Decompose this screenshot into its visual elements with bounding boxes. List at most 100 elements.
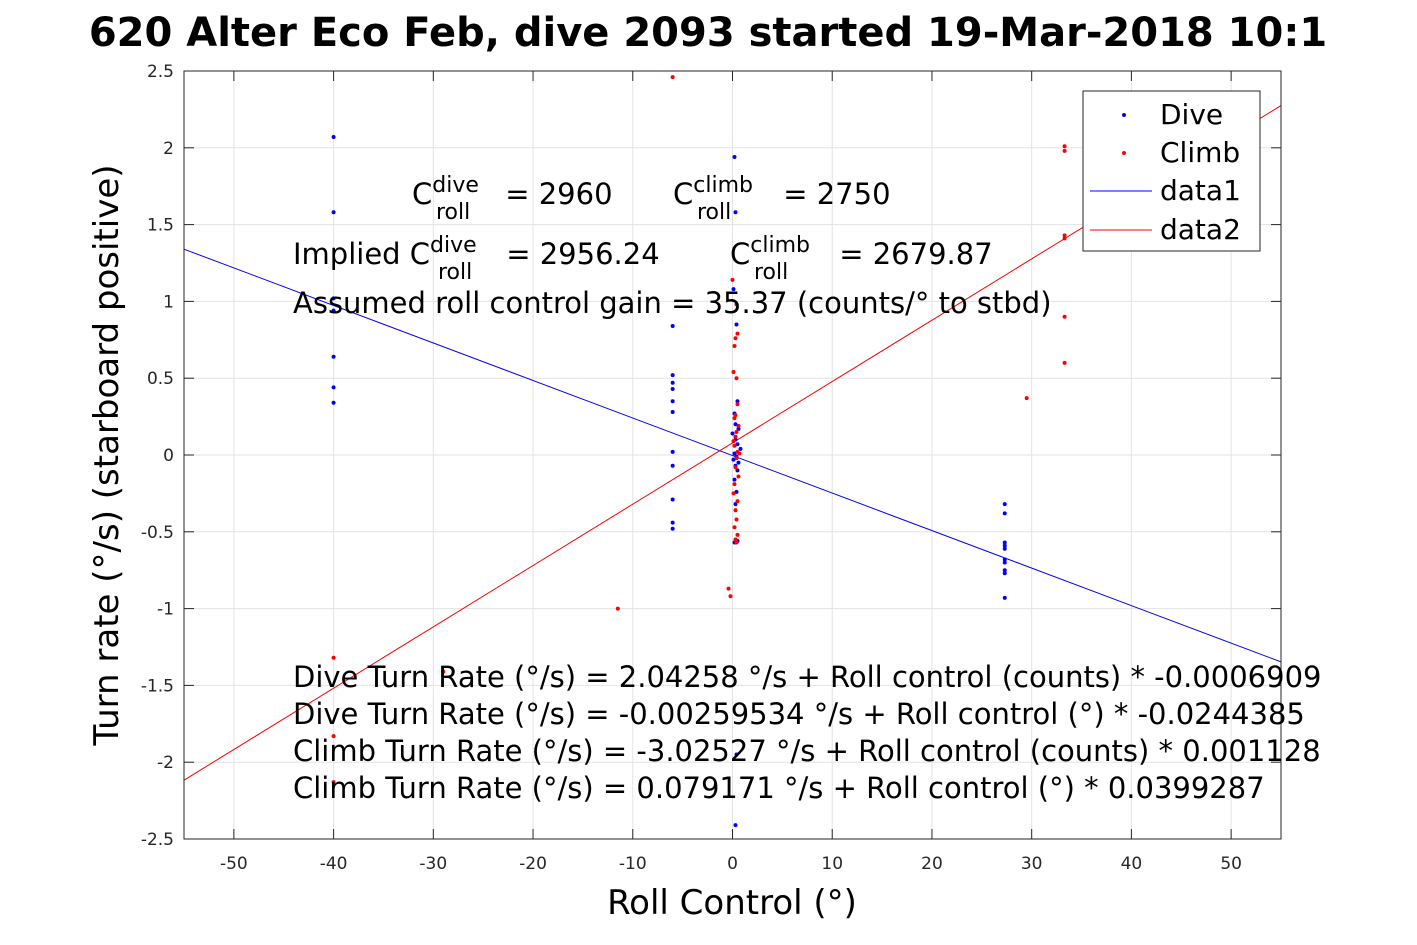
point-dive: [670, 386, 675, 391]
point-dive: [331, 308, 336, 313]
point-climb: [736, 474, 741, 479]
point-climb: [732, 443, 737, 448]
point-climb: [734, 540, 739, 545]
point-dive: [732, 155, 737, 160]
point-dive: [733, 823, 738, 828]
x-tick-label: 40: [1121, 854, 1143, 874]
point-dive: [1002, 502, 1007, 507]
point-climb: [670, 75, 675, 80]
point-climb: [1062, 233, 1067, 238]
y-tick-label: 1: [163, 292, 174, 312]
point-climb: [728, 594, 733, 599]
point-dive: [732, 477, 737, 482]
legend-marker-climb: [1122, 151, 1126, 155]
x-tick-label: 30: [1021, 854, 1043, 874]
point-dive: [1002, 543, 1007, 548]
point-dive: [731, 287, 736, 292]
point-climb: [331, 734, 336, 739]
chart-title: 620 Alter Eco Feb, dive 2093 started 19-…: [89, 10, 1327, 56]
point-dive: [731, 457, 736, 462]
implied-climb-sub: roll: [754, 260, 788, 285]
scatter-points: [331, 75, 1067, 828]
point-climb: [733, 465, 738, 470]
point-climb: [1024, 396, 1029, 401]
y-tick-label: 0: [163, 446, 174, 466]
c-dive-sub: roll: [436, 200, 470, 225]
y-tick-label: 2.5: [147, 62, 174, 82]
fit-equation-1: Dive Turn Rate (°/s) = 2.04258 °/s + Rol…: [293, 660, 1321, 694]
point-climb: [735, 402, 740, 407]
legend-label-climb: Climb: [1160, 136, 1240, 169]
y-tick-label: 2: [163, 139, 174, 159]
point-climb: [730, 277, 735, 282]
legend: Dive Climb data1 data2: [1082, 90, 1261, 252]
x-tick-label: -30: [419, 854, 447, 874]
point-dive: [670, 380, 675, 385]
y-tick-label: 1.5: [147, 216, 174, 236]
point-dive: [1002, 560, 1007, 565]
point-dive: [734, 322, 739, 327]
point-dive: [670, 373, 675, 378]
point-dive: [736, 426, 741, 431]
point-climb: [1062, 314, 1067, 319]
point-climb: [1062, 148, 1067, 153]
point-climb: [731, 370, 736, 375]
line-data1: [183, 248, 1282, 663]
point-climb: [732, 482, 737, 487]
c-climb-sup: climb: [693, 173, 753, 198]
c-dive-sup: dive: [432, 173, 479, 198]
x-tick-label: 0: [727, 854, 738, 874]
point-dive: [735, 399, 740, 404]
x-tick-label: -50: [220, 854, 248, 874]
point-dive: [733, 422, 738, 427]
implied-dive-value: = 2956.24: [497, 237, 660, 271]
x-tick-label: -10: [619, 854, 647, 874]
point-climb: [1062, 236, 1067, 241]
point-dive: [738, 446, 743, 451]
point-dive: [733, 502, 738, 507]
point-dive: [730, 431, 735, 436]
point-dive: [734, 752, 739, 757]
point-climb: [615, 606, 620, 611]
point-climb: [736, 423, 741, 428]
legend-marker-dive: [1122, 113, 1126, 117]
point-dive: [670, 399, 675, 404]
implied-dive-base: C: [410, 237, 430, 271]
point-climb: [735, 499, 740, 504]
point-dive: [331, 135, 336, 140]
fit-equation-3: Climb Turn Rate (°/s) = -3.02527 °/s + R…: [293, 734, 1321, 768]
c-climb-base: C: [673, 177, 693, 211]
point-climb: [733, 537, 738, 542]
point-dive: [670, 520, 675, 525]
point-dive: [670, 526, 675, 531]
point-climb: [732, 343, 737, 348]
point-climb: [735, 532, 740, 537]
point-climb: [734, 376, 739, 381]
fit-equation-4: Climb Turn Rate (°/s) = 0.079171 °/s + R…: [293, 771, 1265, 805]
point-dive: [1002, 511, 1007, 516]
point-climb: [731, 491, 736, 496]
annotation-c-dive: Cdive roll = 2960: [412, 173, 613, 225]
annotation-gain: Assumed roll control gain = 35.37 (count…: [293, 286, 1052, 320]
point-climb: [331, 780, 336, 785]
point-climb: [734, 429, 739, 434]
point-dive: [736, 460, 741, 465]
c-dive-value: = 2960: [496, 177, 613, 211]
y-tick-label: -0.5: [141, 523, 174, 543]
x-tick-label: 50: [1220, 854, 1242, 874]
fit-equation-2: Dive Turn Rate (°/s) = -0.00259534 °/s +…: [293, 697, 1305, 731]
annotation-c-climb: Cclimb roll = 2750: [673, 173, 891, 225]
point-dive: [670, 449, 675, 454]
point-climb: [1062, 360, 1067, 365]
point-climb: [731, 439, 736, 444]
point-climb: [735, 331, 740, 336]
implied-dive-sub: roll: [438, 260, 472, 285]
point-climb: [734, 456, 739, 461]
x-tick-label: 20: [921, 854, 943, 874]
x-tick-label: 10: [821, 854, 843, 874]
y-tick-label: -1.5: [141, 676, 174, 696]
c-climb-sub: roll: [697, 200, 731, 225]
point-dive: [1002, 557, 1007, 562]
point-dive: [331, 400, 336, 405]
point-climb: [734, 517, 739, 522]
